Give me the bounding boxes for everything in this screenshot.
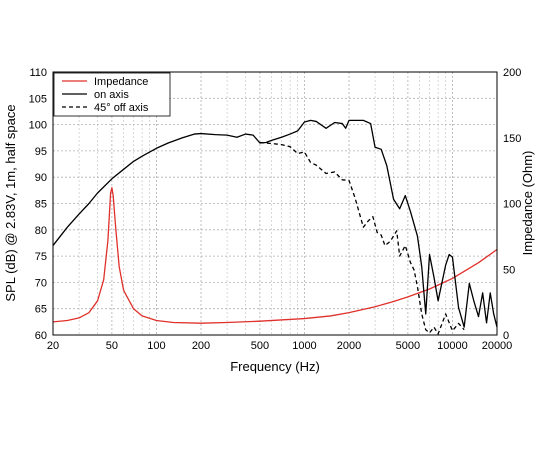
y2-axis-label: Impedance (Ohm) bbox=[520, 151, 535, 256]
x-tick-label: 200 bbox=[192, 340, 210, 352]
y-tick-label: 105 bbox=[29, 93, 47, 105]
x-tick-label: 2000 bbox=[337, 340, 361, 352]
legend: Impedance on axis 45° off axis bbox=[53, 72, 171, 117]
x-tick-label: 500 bbox=[251, 340, 269, 352]
y2-tick-label: 200 bbox=[503, 67, 521, 79]
x-tick-label: 50 bbox=[106, 340, 118, 352]
y-axis-label: SPL (dB) @ 2.83V, 1m, half space bbox=[3, 104, 18, 301]
y-tick-label: 65 bbox=[35, 304, 47, 316]
y-tick-label: 60 bbox=[35, 330, 47, 342]
y-tick-label: 75 bbox=[35, 251, 47, 263]
y2-tick-label: 0 bbox=[503, 330, 509, 342]
y-tick-label: 100 bbox=[29, 120, 47, 132]
x-tick-label: 20000 bbox=[482, 340, 513, 352]
y-tick-label: 85 bbox=[35, 199, 47, 211]
x-tick-label: 100 bbox=[147, 340, 165, 352]
x-tick-label: 20 bbox=[47, 340, 59, 352]
legend-label-impedance: Impedance bbox=[94, 76, 148, 88]
x-axis-label: Frequency (Hz) bbox=[230, 359, 320, 374]
x-tick-label: 5000 bbox=[396, 340, 420, 352]
legend-label-off-axis: 45° off axis bbox=[94, 102, 149, 114]
tick-labels: 20 50 100 200 500 1000 2000 5000 10000 2000060657… bbox=[29, 67, 522, 352]
y2-tick-label: 100 bbox=[503, 199, 521, 211]
series-layer bbox=[52, 119, 498, 335]
off-axis-curve bbox=[259, 141, 465, 335]
y-tick-label: 80 bbox=[35, 225, 47, 237]
plot-frame bbox=[52, 71, 498, 336]
impedance-curve bbox=[52, 187, 498, 324]
y-tick-label: 110 bbox=[29, 67, 47, 79]
y2-tick-label: 150 bbox=[503, 133, 521, 145]
x-tick-label: 10000 bbox=[437, 340, 468, 352]
on-axis-curve bbox=[52, 119, 498, 328]
x-tick-label: 1000 bbox=[292, 340, 316, 352]
y-tick-label: 95 bbox=[35, 146, 47, 158]
y-tick-label: 90 bbox=[35, 172, 47, 184]
y2-tick-label: 50 bbox=[503, 264, 515, 276]
y-tick-label: 70 bbox=[35, 277, 47, 289]
legend-label-on-axis: on axis bbox=[94, 89, 129, 101]
